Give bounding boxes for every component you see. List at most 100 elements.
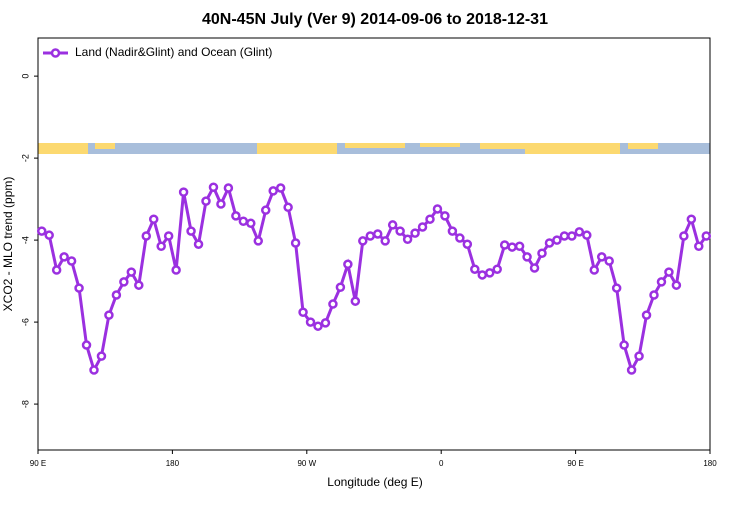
land-band	[628, 143, 658, 149]
data-point	[275, 183, 286, 193]
x-axis-label: Longitude (deg E)	[327, 475, 422, 489]
data-point	[671, 280, 682, 290]
data-point	[201, 196, 211, 206]
data-point	[477, 270, 488, 280]
y-axis-label: XCO2 - MLO trend (ppm)	[1, 177, 15, 312]
data-point	[238, 216, 249, 226]
data-point	[380, 236, 390, 246]
data-point	[679, 231, 689, 241]
data-point	[596, 252, 607, 262]
data-point	[492, 264, 502, 274]
data-point	[455, 233, 465, 243]
data-point	[499, 240, 510, 250]
series-line	[41, 183, 708, 374]
data-point	[216, 199, 226, 209]
data-point	[305, 317, 316, 327]
data-point	[36, 226, 47, 236]
data-point	[335, 282, 346, 292]
data-point	[328, 299, 338, 309]
land-band	[420, 143, 460, 147]
y-tick-label: -6	[20, 318, 30, 326]
x-tick-label: 180	[166, 459, 180, 468]
data-point	[119, 277, 129, 287]
data-point	[425, 214, 435, 224]
data-point	[96, 351, 107, 361]
data-point	[387, 220, 398, 230]
data-point	[619, 340, 629, 350]
land-band	[525, 143, 620, 154]
data-point	[410, 228, 420, 238]
data-point	[537, 248, 547, 258]
data-point	[432, 204, 443, 214]
data-point	[148, 214, 159, 224]
data-point	[641, 310, 652, 320]
land-band	[345, 143, 405, 148]
data-point	[104, 310, 114, 320]
data-point	[462, 239, 473, 249]
data-point	[447, 226, 458, 236]
x-tick-label: 90 E	[30, 459, 46, 468]
data-point	[134, 280, 144, 290]
y-tick-label: 0	[20, 74, 30, 79]
data-point	[484, 268, 495, 278]
data-point	[350, 296, 361, 306]
x-tick-label: 90 W	[297, 459, 316, 468]
data-point	[559, 231, 570, 241]
data-point	[208, 182, 219, 192]
legend-label: Land (Nadir&Glint) and Ocean (Glint)	[75, 45, 272, 59]
data-point	[141, 231, 152, 241]
ocean-band	[38, 143, 710, 154]
data-point	[694, 241, 704, 252]
data-point	[440, 211, 450, 221]
data-point	[402, 234, 413, 245]
data-point	[343, 259, 353, 270]
data-point	[193, 239, 204, 249]
data-point	[126, 267, 137, 277]
data-point	[567, 231, 577, 241]
data-point	[582, 230, 592, 240]
data-point	[395, 226, 405, 236]
data-point	[186, 226, 196, 236]
land-band	[95, 143, 115, 149]
data-point	[171, 265, 181, 275]
data-point	[544, 238, 555, 248]
data-point	[507, 242, 517, 252]
data-point	[51, 265, 62, 275]
data-point	[253, 236, 264, 246]
land-ocean-strip	[38, 143, 710, 154]
data-point	[529, 263, 540, 273]
land-band	[38, 143, 88, 154]
data-point	[178, 187, 189, 197]
data-point	[574, 227, 585, 237]
data-point	[313, 321, 323, 331]
data-point	[156, 241, 166, 252]
data-point	[365, 231, 376, 241]
y-tick-label: -8	[20, 400, 30, 408]
data-point	[604, 256, 614, 266]
x-tick-label: 90 E	[567, 459, 583, 468]
land-band	[257, 143, 337, 154]
data-point	[283, 202, 293, 213]
data-point	[268, 186, 278, 196]
data-point	[111, 290, 122, 300]
data-point	[656, 277, 667, 287]
data-point	[246, 218, 256, 229]
data-point	[290, 238, 301, 248]
data-point	[514, 241, 525, 252]
y-tick-label: -2	[20, 154, 30, 162]
data-point	[611, 283, 622, 293]
x-tick-label: 180	[703, 459, 717, 468]
land-band	[480, 143, 525, 149]
data-point	[66, 256, 77, 266]
data-point	[260, 205, 271, 215]
x-tick-label: 0	[439, 459, 444, 468]
data-point	[589, 265, 600, 275]
data-point	[686, 214, 697, 224]
data-point	[552, 235, 562, 245]
data-point	[44, 230, 54, 240]
data-point	[59, 252, 69, 262]
plot-frame	[37, 37, 711, 451]
data-point	[372, 229, 383, 239]
